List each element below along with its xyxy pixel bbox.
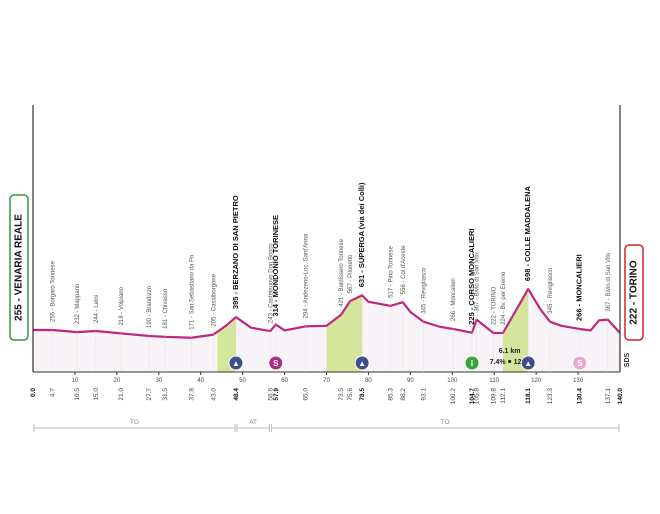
waypoint-label: 224 - Bv. per Eremo [501,271,507,325]
waypoint-label-major: 698 - COLLE MADDALENA [523,185,532,281]
finish-km: 140.0 [617,388,624,405]
waypoint-km: 85.3 [388,388,395,401]
waypoint-label: 218 - Volpiano [119,286,125,325]
climb-area [326,295,363,372]
waypoint-km: 37.8 [188,388,195,401]
waypoint-km: 10.5 [74,388,81,401]
start-box [9,194,29,341]
waypoint-km: 93.1 [420,388,427,401]
waypoint-label: 171 - San Sebastiano da Po [189,254,195,330]
finish-box [624,244,644,341]
waypoint-km: 73.5 [338,388,345,401]
waypoint-label: 556 - Col d'Aceste [401,245,407,295]
marker [354,355,370,371]
waypoint-label: 367 - Bivio di San Vito [475,252,481,312]
x-tick-label: 10 [72,378,79,384]
logo: SDS [624,352,631,367]
x-tick-label: 80 [365,378,372,384]
marker-symbol: ▲ [524,359,532,368]
x-tick-label: 130 [573,378,584,384]
waypoint-km: 27.7 [146,388,153,401]
waypoint-km: 21.0 [118,388,125,401]
waypoint-label: 421 - Baldissero Torinese [339,238,345,306]
marker [268,355,284,371]
section-label: TO [130,419,139,426]
marker-symbol: ▲ [232,359,240,368]
waypoint-label: 567 - Pilonetto [348,254,354,293]
waypoint-label: 517 - Pino Torinese [389,246,395,298]
climb-avg: 7.4% [490,359,507,366]
waypoint-km: 65.0 [303,388,310,401]
waypoint-km: 56.6 [267,388,274,401]
x-tick-label: 100 [447,378,458,384]
waypoint-label: 266 - Moncalieri [451,278,457,321]
waypoint-label: 222 - TORINO [491,286,497,325]
waypoint-label: 345 - Revigliasco [421,267,427,314]
waypoint-km: 112.1 [500,388,507,404]
waypoint-label: 255 - Borgaro Torinese [51,260,57,322]
waypoint-km: 123.3 [547,388,554,405]
waypoint-km: 75.6 [347,388,354,401]
waypoint-km: 130.4 [577,388,584,405]
waypoint-km: 88.2 [400,388,407,401]
climb-area [503,289,529,372]
waypoint-km: 31.5 [162,388,169,401]
start-km: 0.0 [30,388,37,397]
waypoint-label-major: 225 - CORSO MONCALIERI [467,228,476,324]
waypoint-km: 48.4 [233,388,240,401]
x-tick-label: 50 [239,378,246,384]
waypoint-label: 232 - Mappano [75,283,81,324]
x-tick-label: 30 [155,378,162,384]
waypoint-km: 105.8 [474,388,481,405]
x-tick-label: 20 [114,378,121,384]
marker [464,355,480,371]
gradient-dot [507,359,512,364]
waypoint-km: 100.2 [450,388,457,405]
waypoint-label-major: 631 - SUPERGA (via dei Colli) [357,182,366,287]
waypoint-km: 43.0 [210,388,217,401]
x-tick-label: 120 [531,378,542,384]
section-label: AT [249,419,257,426]
x-tick-label: 60 [281,378,288,384]
finish-label: 222 - TORINO [629,260,640,324]
waypoint-label: 205 - Casalborgone [211,273,217,326]
waypoint-label: 367 - Bivio di San Vito [606,252,612,312]
waypoint-km: 78.5 [359,388,366,401]
waypoint-label: 243 - Castelnuovo Don Bosco [268,243,274,323]
waypoint-label-major: 266 - MONCALIERI [575,254,584,321]
waypoint-km: 109.8 [490,388,497,405]
waypoint-km: 118.1 [525,388,532,404]
waypoint-label: 345 - Revigliasco [548,267,554,314]
waypoint-label: 244 - Leini [94,295,100,323]
profile-line [33,287,621,339]
marker-symbol: ▲ [358,359,366,368]
start-label: 255 - VENARIA REALE [14,214,25,321]
waypoint-label-major: 395 - BERZANO DI SAN PIETRO [231,195,240,309]
x-tick-label: 110 [489,378,499,384]
waypoint-km: 57.9 [273,388,280,401]
marker-symbol: S [577,359,583,368]
waypoint-label: 190 - Brandizzo [147,285,153,328]
waypoint-label-major: 314 - MONDONIO TORINESE [271,215,280,317]
climb-length: 6.1 km [499,348,521,355]
x-tick-label: 90 [407,378,414,384]
x-tick-label: 70 [323,378,330,384]
waypoint-label: 181 - Chivasso [163,288,169,329]
waypoint-km: 4.7 [50,388,57,397]
waypoint-km: 137.1 [605,388,612,405]
waypoint-km: 104.7 [469,388,476,405]
x-tick-label: 40 [197,378,204,384]
waypoint-label: 294 - Andezeno-Loc. Sant'Anna [304,233,310,318]
marker-symbol: I [471,359,473,368]
marker [572,355,588,371]
waypoint-km: 15.0 [93,388,100,401]
section-label: TO [441,419,450,426]
marker [228,355,244,371]
marker-symbol: S [273,359,279,368]
marker [520,355,536,371]
